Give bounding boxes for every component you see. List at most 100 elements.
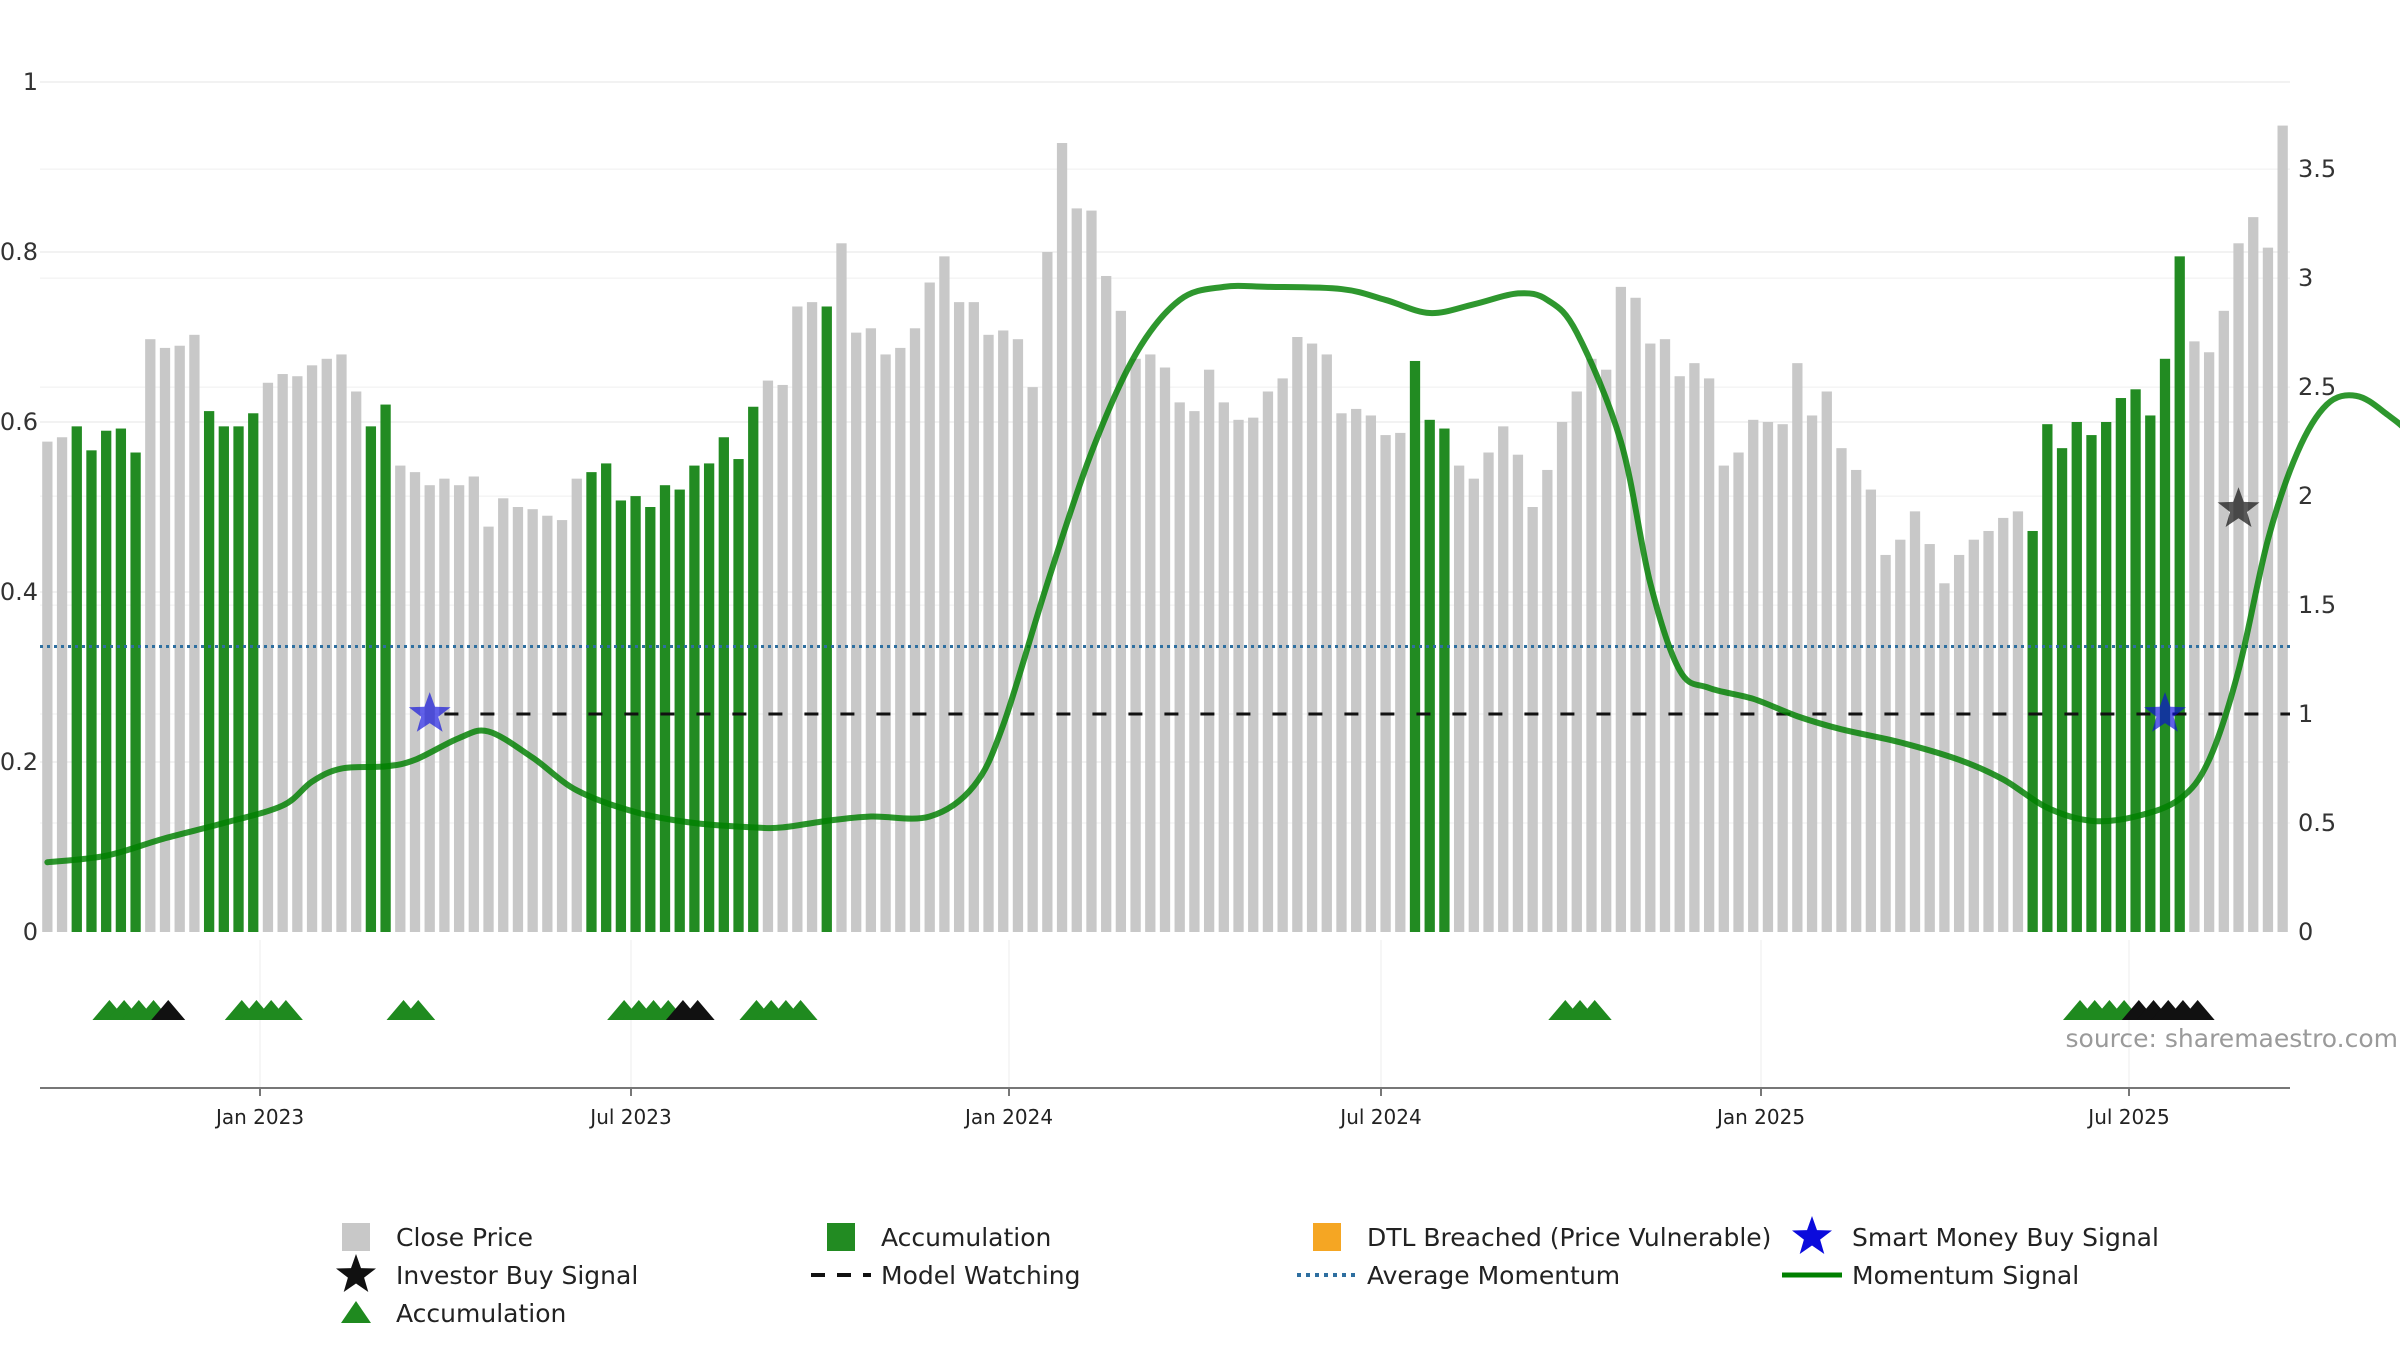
close-price-bar xyxy=(262,382,274,932)
accumulation-bar xyxy=(203,411,215,933)
close-price-bar xyxy=(498,498,509,932)
close-price-bar xyxy=(1674,376,1685,932)
close-price-bar xyxy=(1527,507,1538,932)
accumulation-bar xyxy=(733,459,744,932)
smart-money-buy-star xyxy=(2144,692,2186,732)
accumulation-bar xyxy=(2145,415,2156,932)
accumulation-bar xyxy=(130,452,141,932)
close-price-bar xyxy=(880,354,891,932)
legend-label: Investor Buy Signal xyxy=(396,1261,638,1290)
accumulation-bar xyxy=(2159,358,2171,932)
accumulation-bar xyxy=(1439,428,1450,932)
close-price-bar xyxy=(1821,391,1832,932)
accumulation-bar xyxy=(2056,448,2068,932)
indicator-lines xyxy=(40,282,2400,866)
legend-label: Accumulation xyxy=(881,1223,1051,1252)
right-tick-label: 1.5 xyxy=(2298,591,2336,619)
close-price-bar xyxy=(1218,402,1229,932)
accumulation-bar xyxy=(248,413,259,932)
signal-markers xyxy=(408,487,2260,732)
close-price-bar xyxy=(395,465,406,932)
close-price-bar xyxy=(2248,217,2259,933)
close-price-bar xyxy=(542,515,553,932)
close-price-bar xyxy=(762,380,774,933)
close-price-bar xyxy=(895,347,906,932)
close-price-bar xyxy=(836,243,847,933)
right-tick-label: 2.5 xyxy=(2298,373,2336,401)
accumulation-bar xyxy=(645,507,656,932)
legend-label: Average Momentum xyxy=(1367,1261,1620,1290)
close-price-bar xyxy=(306,365,318,932)
close-price-bar xyxy=(1586,358,1597,932)
accumulation-triangle xyxy=(268,1000,303,1020)
close-price-bar xyxy=(1365,415,1377,932)
legend-label: Model Watching xyxy=(881,1261,1081,1290)
close-price-bar xyxy=(1836,448,1847,932)
close-price-bar xyxy=(1968,539,1979,932)
close-price-bar xyxy=(468,476,479,932)
close-price-bar xyxy=(277,374,288,932)
accumulation-bar xyxy=(601,463,612,932)
close-price-bar xyxy=(42,441,53,932)
legend-item-avg: Average Momentum xyxy=(1297,1261,1620,1290)
close-price-bar xyxy=(1203,369,1215,932)
accumulation-bar xyxy=(365,426,377,932)
x-tick-label: Jul 2024 xyxy=(1338,1105,1421,1129)
close-price-bar xyxy=(321,358,332,932)
legend-item-dtl: DTL Breached (Price Vulnerable) xyxy=(1313,1223,1771,1252)
close-price-bar xyxy=(1130,358,1141,932)
close-price-bar xyxy=(1762,422,1774,932)
close-price-bar xyxy=(159,347,171,932)
close-price-bar xyxy=(1777,424,1788,932)
close-price-bar xyxy=(556,520,568,932)
legend-label: Accumulation xyxy=(396,1299,566,1328)
close-price-bar xyxy=(968,302,979,933)
legend-item-model: Model Watching xyxy=(811,1261,1081,1290)
close-price-bar xyxy=(1895,539,1906,932)
legend-item-close: Close Price xyxy=(342,1223,533,1252)
close-price-bar xyxy=(792,306,803,932)
close-price-bar xyxy=(1027,387,1038,933)
dtl-legend-swatch xyxy=(1313,1223,1341,1251)
close-price-bar xyxy=(1189,411,1200,933)
legend-label: Smart Money Buy Signal xyxy=(1852,1223,2159,1252)
accumulation-triangle xyxy=(1577,1000,1612,1020)
accumulation-bar xyxy=(674,489,685,932)
close-price-bar xyxy=(439,478,450,932)
accumulation-bar xyxy=(2101,422,2112,932)
close-price-bar xyxy=(2189,341,2200,932)
close-price-bar xyxy=(1703,378,1715,932)
legend-label: Momentum Signal xyxy=(1852,1261,2079,1290)
smart-money-star-icon xyxy=(1792,1216,1832,1254)
accumulation-bar xyxy=(2086,435,2097,932)
close-price-bar xyxy=(1086,210,1097,933)
accumulation-bar xyxy=(2071,422,2082,932)
investor-buy-star xyxy=(2217,487,2260,527)
legend-item-mom: Momentum Signal xyxy=(1782,1261,2079,1290)
legend-item-accum_bar: Accumulation xyxy=(827,1223,1051,1252)
accumulation-bar xyxy=(71,426,82,932)
accumulation-bar xyxy=(659,485,671,932)
close-price-bar xyxy=(512,507,524,932)
close-price-bar xyxy=(1512,454,1524,932)
close-price-bar xyxy=(1498,426,1509,932)
close-price-bar xyxy=(1292,337,1303,932)
close-price-bar xyxy=(1248,417,1259,933)
price-bars xyxy=(42,125,2288,933)
close-price-bar xyxy=(1645,343,1656,932)
close-price-bar xyxy=(351,391,362,932)
close-price-bar xyxy=(939,256,950,932)
close-price-bar xyxy=(1998,517,2009,932)
right-tick-label: 2 xyxy=(2298,482,2313,510)
close-price-bar xyxy=(2012,511,2024,932)
close-price-bar xyxy=(1071,208,1082,932)
close-price-bar xyxy=(1321,354,1332,932)
close-price-bar xyxy=(1351,408,1362,932)
investor-triangle xyxy=(680,1000,715,1020)
close-price-bar xyxy=(292,376,303,932)
close-price-bar xyxy=(1453,465,1465,932)
accumulation-bar xyxy=(718,437,729,932)
x-tick-label: Jan 2023 xyxy=(214,1105,304,1129)
close-price-bar xyxy=(1468,478,1479,932)
investor-star-icon xyxy=(336,1254,376,1292)
